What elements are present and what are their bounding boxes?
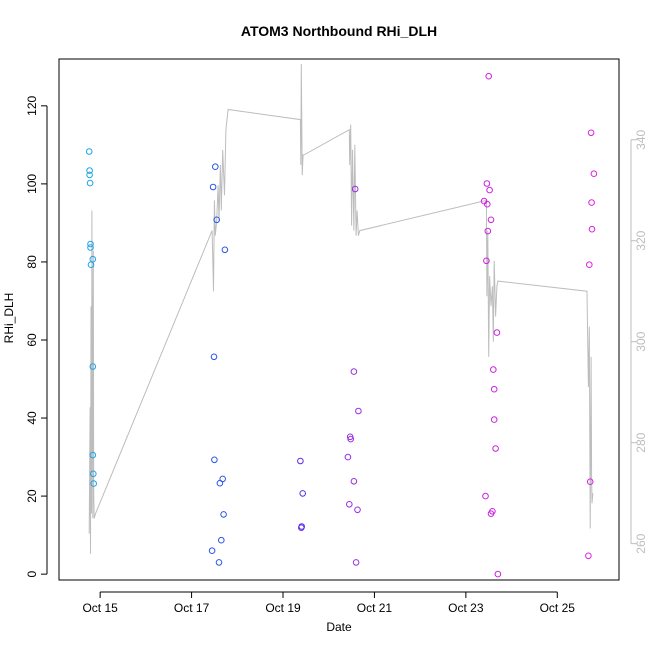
data-point bbox=[483, 257, 490, 265]
data-point bbox=[221, 246, 229, 254]
secondary-line-layer bbox=[88, 63, 594, 554]
data-point bbox=[355, 407, 362, 415]
x-tick-label: Oct 23 bbox=[448, 601, 484, 615]
plot-area-frame bbox=[58, 58, 620, 581]
x-axis: Oct 15 Oct 17 Oct 19 Oct 21 Oct 23 Oct 25 bbox=[82, 591, 576, 615]
data-point bbox=[215, 559, 223, 566]
data-point bbox=[588, 225, 596, 233]
data-point bbox=[219, 475, 226, 483]
data-point bbox=[585, 552, 592, 560]
y-tick-label: 0 bbox=[25, 570, 39, 577]
data-point bbox=[484, 227, 492, 235]
y-tick-label: 120 bbox=[25, 95, 39, 115]
y-tick-label: 40 bbox=[25, 411, 39, 425]
data-point bbox=[586, 261, 593, 269]
y2-tick-label: 300 bbox=[634, 331, 648, 351]
data-point bbox=[87, 240, 94, 248]
data-point bbox=[490, 366, 497, 373]
data-point bbox=[86, 171, 93, 179]
data-point bbox=[586, 478, 594, 486]
data-point bbox=[209, 183, 217, 191]
data-point bbox=[299, 490, 307, 497]
data-point bbox=[350, 478, 358, 485]
x-tick-label: Oct 25 bbox=[540, 601, 576, 615]
data-point bbox=[486, 186, 493, 194]
data-point bbox=[220, 511, 227, 518]
points-layer bbox=[85, 72, 598, 578]
data-point bbox=[494, 570, 502, 578]
data-point bbox=[218, 536, 225, 544]
data-point bbox=[89, 255, 97, 263]
y2-tick-label: 340 bbox=[634, 129, 648, 149]
data-point bbox=[298, 523, 306, 530]
y2-tick-label: 260 bbox=[634, 533, 648, 553]
data-point bbox=[492, 445, 499, 452]
x-tick-label: Oct 15 bbox=[82, 601, 118, 615]
x-tick-label: Oct 17 bbox=[174, 601, 210, 615]
y-axis: 0 20 40 60 80 100 120 bbox=[25, 95, 48, 577]
y-tick-label: 100 bbox=[25, 174, 39, 194]
data-point bbox=[493, 329, 501, 336]
data-point bbox=[490, 416, 498, 423]
data-point bbox=[489, 508, 496, 515]
secondary-series-line bbox=[88, 63, 594, 554]
data-point bbox=[87, 244, 94, 251]
data-point bbox=[212, 163, 219, 170]
data-point bbox=[90, 470, 97, 478]
y2-tick-label: 280 bbox=[634, 432, 648, 452]
data-point bbox=[485, 72, 493, 80]
data-point bbox=[85, 148, 93, 155]
secondary-y-axis: 260 280 300 320 340 bbox=[630, 129, 648, 554]
data-point bbox=[86, 167, 93, 174]
data-point bbox=[487, 216, 495, 224]
y2-tick-label: 320 bbox=[634, 230, 648, 250]
data-point bbox=[350, 368, 358, 375]
data-point bbox=[590, 170, 598, 177]
data-point bbox=[354, 506, 361, 514]
data-point bbox=[297, 457, 304, 465]
data-point bbox=[347, 435, 355, 443]
data-point bbox=[210, 353, 218, 361]
data-point bbox=[351, 185, 359, 193]
data-point bbox=[211, 456, 218, 464]
data-point bbox=[213, 216, 220, 224]
x-axis-title: Date bbox=[326, 620, 352, 634]
y-tick-label: 80 bbox=[25, 255, 39, 269]
data-point bbox=[490, 385, 498, 393]
data-point bbox=[346, 501, 353, 508]
y-tick-label: 60 bbox=[25, 333, 39, 347]
x-tick-label: Oct 19 bbox=[265, 601, 301, 615]
data-point bbox=[90, 480, 97, 487]
y-axis-title: RHi_DLH bbox=[2, 293, 16, 344]
data-point bbox=[86, 179, 94, 187]
data-point bbox=[89, 363, 97, 370]
data-point bbox=[588, 199, 595, 206]
data-point bbox=[344, 453, 352, 461]
data-point bbox=[482, 492, 489, 500]
data-point bbox=[483, 180, 491, 187]
x-tick-label: Oct 21 bbox=[357, 601, 393, 615]
data-point bbox=[484, 200, 491, 208]
y-tick-label: 20 bbox=[25, 489, 39, 503]
data-point bbox=[208, 547, 216, 555]
data-point bbox=[587, 129, 595, 137]
data-point bbox=[89, 451, 97, 459]
chart-title: ATOM3 Northbound RHi_DLH bbox=[241, 23, 437, 39]
data-point bbox=[352, 559, 360, 566]
